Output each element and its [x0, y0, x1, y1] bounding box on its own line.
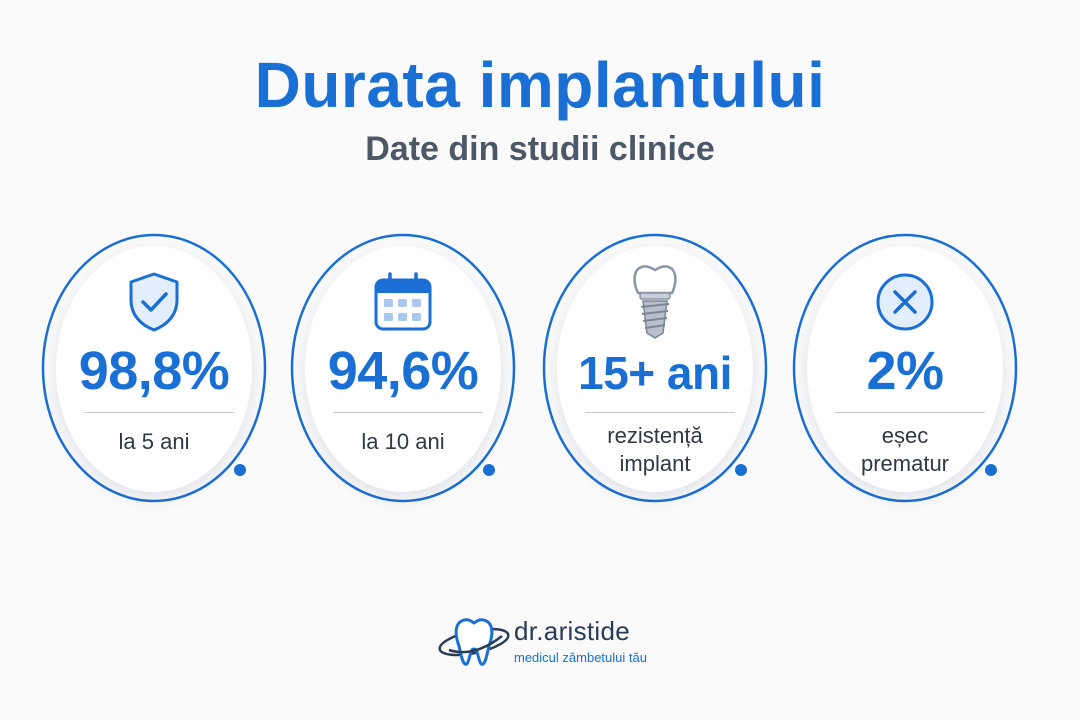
calendar-icon: [289, 270, 517, 334]
stat-value: 94,6%: [327, 341, 479, 401]
brand-logo: dr.aristide medicul zâmbetului tău: [436, 614, 656, 670]
stat-value: 15+ ani: [578, 347, 732, 399]
stat-label: la 5 ani: [118, 429, 190, 454]
dental-implant-icon: [541, 262, 769, 340]
stat-label: eșec prematur: [791, 422, 1019, 478]
shield-check-icon: [40, 270, 268, 334]
card-ring: [792, 233, 1018, 503]
stat-card-implant-resistance: 15+ ani rezistență implant: [541, 232, 769, 504]
stat-label-line: eșec: [881, 423, 929, 448]
card-ring: [290, 233, 516, 503]
stat-label: la 10 ani: [361, 429, 445, 454]
card-ring: [41, 233, 267, 503]
stat-label: rezistență implant: [541, 422, 769, 478]
page-title: Durata implantului: [254, 49, 826, 121]
stat-label-line: implant: [619, 451, 691, 476]
divider: [585, 412, 735, 413]
tooth-logo-icon: [438, 618, 510, 666]
stat-value: 98,8%: [78, 341, 230, 401]
divider: [835, 412, 985, 413]
stat-label-line: rezistență: [607, 423, 703, 448]
card-ring: [542, 233, 768, 503]
stat-label-line: prematur: [860, 451, 950, 476]
brand-tagline: medicul zâmbetului tău: [514, 650, 647, 665]
page-subtitle: Date din studii clinice: [365, 130, 715, 168]
stat-card-5-years: 98,8% la 5 ani: [40, 232, 268, 504]
stat-card-10-years: 94,6% la 10 ani: [289, 232, 517, 504]
stat-value: 2%: [866, 341, 944, 401]
stat-card-premature-failure: 2% eșec prematur: [791, 232, 1019, 504]
brand-name: dr.aristide: [514, 616, 631, 646]
x-circle-icon: [791, 270, 1019, 334]
divider: [333, 412, 483, 413]
divider: [84, 412, 234, 413]
